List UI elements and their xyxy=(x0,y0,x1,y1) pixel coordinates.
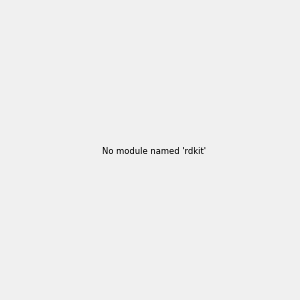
Text: No module named 'rdkit': No module named 'rdkit' xyxy=(102,147,206,156)
